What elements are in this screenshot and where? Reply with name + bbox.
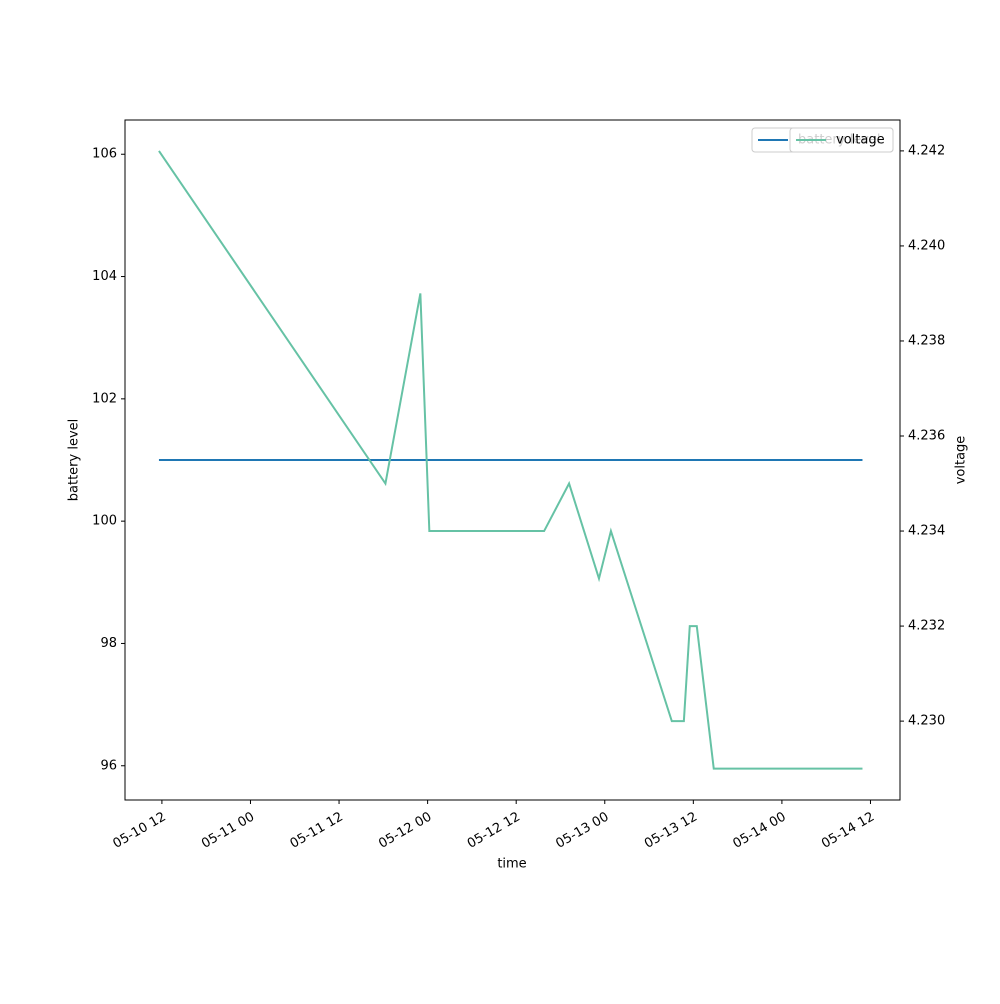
legend-label: voltage — [836, 133, 885, 148]
y2-tick-label: 4.232 — [908, 619, 945, 634]
y-tick-label: 96 — [100, 758, 117, 773]
y2-tick-label: 4.240 — [908, 238, 945, 253]
y2-tick-label: 4.242 — [908, 143, 945, 158]
x-tick-label: 05-14 12 — [819, 810, 877, 852]
x-tick-label: 05-13 12 — [642, 810, 700, 852]
y2-tick-label: 4.230 — [908, 714, 945, 729]
x-tick-label: 05-14 00 — [731, 810, 789, 852]
y-tick-label: 106 — [92, 147, 117, 162]
x-tick-label: 05-11 00 — [199, 810, 257, 852]
y2-tick-label: 4.238 — [908, 333, 945, 348]
plot-frame — [124, 119, 901, 801]
x-tick-label: 05-10 12 — [111, 810, 169, 852]
y-tick-label: 98 — [100, 636, 117, 651]
y-axis-label: battery level — [67, 419, 82, 502]
legend-box — [789, 127, 894, 153]
line-series — [158, 150, 863, 770]
x-tick-label: 05-12 12 — [465, 810, 523, 852]
y-tick-label: 102 — [92, 391, 117, 406]
y-tick-label: 104 — [92, 269, 117, 284]
y2-tick-label: 4.236 — [908, 429, 945, 444]
y-tick-label: 100 — [92, 514, 117, 529]
x-tick-label: 05-13 00 — [553, 810, 611, 852]
x-tick-label: 05-12 00 — [376, 810, 434, 852]
x-tick-label: 05-11 12 — [288, 810, 346, 852]
x-axis-label: time — [497, 857, 526, 872]
y2-axis-label: voltage — [954, 436, 969, 485]
y2-tick-label: 4.234 — [908, 524, 945, 539]
